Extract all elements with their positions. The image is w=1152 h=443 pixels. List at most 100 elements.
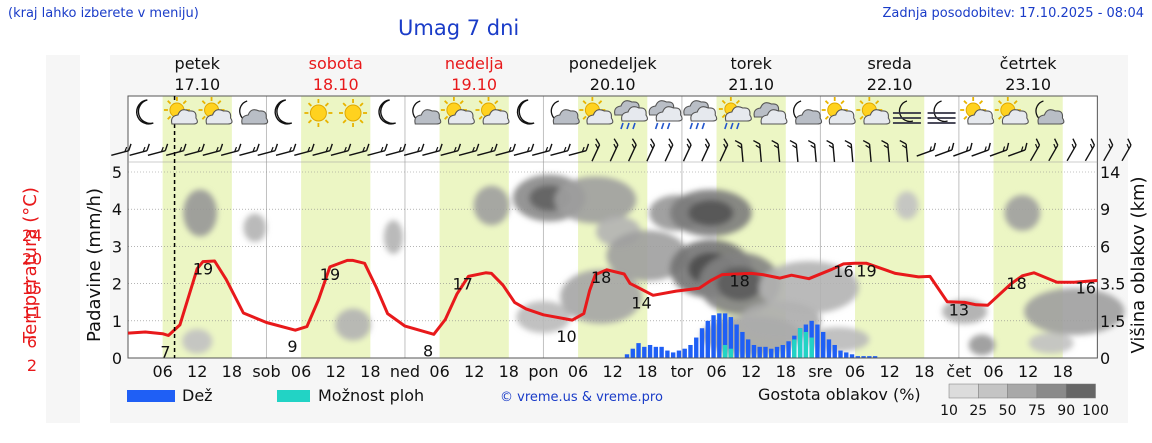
cloud-legend-swatch xyxy=(978,383,1008,399)
moon-icon xyxy=(516,99,535,125)
shower-bar xyxy=(803,331,809,358)
precip-tick: 3 xyxy=(112,237,122,256)
cloud-height-axis-label: Višina oblakov (km) xyxy=(1128,176,1149,353)
sun-cloud-rain-icon xyxy=(718,97,752,130)
rain-bar xyxy=(653,346,659,358)
wind-barb xyxy=(807,139,817,163)
precip-tick: 4 xyxy=(112,200,122,219)
cloud-cover-patch xyxy=(1024,288,1125,335)
cloud-cover-patch xyxy=(1004,195,1041,231)
rain-bar xyxy=(861,356,866,358)
x-tick-label: 06 xyxy=(429,362,449,381)
wind-barb xyxy=(1066,138,1077,162)
sun-icon xyxy=(304,99,333,127)
temperature-label: 19 xyxy=(193,260,213,279)
rain-bar xyxy=(844,352,849,358)
wind-barb xyxy=(664,138,674,162)
day-date: 20.10 xyxy=(590,75,636,94)
temperature-label: 18 xyxy=(591,268,611,287)
wind-barb xyxy=(627,138,637,162)
rain-bar xyxy=(867,356,872,358)
wind-barb xyxy=(312,143,333,157)
cloud-height-tick: 6 xyxy=(1100,237,1110,256)
x-tick-label: 18 xyxy=(360,362,380,381)
x-tick-label: 06 xyxy=(983,362,1003,381)
cloud-cover-patch xyxy=(335,308,371,341)
wind-barb xyxy=(591,138,601,162)
cloud-cover-patch xyxy=(758,261,860,314)
rain-bar xyxy=(630,348,635,358)
rain-bar xyxy=(757,346,762,358)
wind-barb xyxy=(239,143,260,157)
rain-bar xyxy=(821,331,826,358)
shower-bar xyxy=(792,339,797,358)
wind-barb xyxy=(202,143,224,157)
wind-barb xyxy=(753,139,762,163)
day-name: ponedeljek xyxy=(569,54,658,73)
sun-cloud-icon xyxy=(440,97,475,125)
cloud-height-tick: 1.5 xyxy=(1100,312,1125,331)
cloud-legend-level: 90 xyxy=(1057,403,1075,419)
x-tick-label: ned xyxy=(390,362,420,381)
precip-tick: 5 xyxy=(112,163,122,182)
rain-bar xyxy=(717,313,722,358)
rain-bar xyxy=(751,344,757,358)
wind-barb xyxy=(220,143,242,157)
wind-barb xyxy=(899,139,909,163)
wind-barb xyxy=(1121,138,1132,162)
x-tick-label: 06 xyxy=(291,362,311,381)
rain-bar xyxy=(769,348,774,358)
rain-bar xyxy=(849,354,855,358)
x-tick-label: 12 xyxy=(741,362,761,381)
credit-text: © vreme.us & vreme.pro xyxy=(500,390,663,405)
wind-barb xyxy=(989,142,1010,157)
daylight-band xyxy=(439,96,509,358)
rain-bar xyxy=(734,324,739,358)
x-tick-label: 12 xyxy=(187,362,207,381)
day-name: nedelja xyxy=(445,54,504,73)
cloud-legend-swatch xyxy=(1007,383,1038,399)
day-name: petek xyxy=(175,54,221,73)
wind-barb xyxy=(646,138,656,162)
moon-icon xyxy=(378,99,396,125)
sun-icon xyxy=(339,99,368,127)
cloud-height-tick: 0 xyxy=(1100,349,1110,368)
cloud-cover-core xyxy=(688,200,734,226)
rain-bar xyxy=(780,344,785,358)
wind-barb xyxy=(477,143,498,157)
x-tick-label: 06 xyxy=(706,362,726,381)
cloud-legend-title: Gostota oblakov (%) xyxy=(758,385,921,404)
wind-barb xyxy=(568,143,590,157)
wind-barb xyxy=(881,139,891,163)
wind-barb xyxy=(257,143,279,157)
rain-bar xyxy=(745,339,751,358)
wind-barb xyxy=(330,143,352,157)
sun-cloud-icon xyxy=(960,97,995,125)
rain-bar xyxy=(670,352,676,358)
rain-bar xyxy=(838,350,843,358)
wind-barb xyxy=(111,143,132,157)
plot-frame xyxy=(127,95,1098,359)
moon-cloud-icon xyxy=(793,100,823,125)
rain-bar xyxy=(826,339,832,358)
moon-cloud-icon xyxy=(1035,100,1065,125)
wind-barb xyxy=(1084,138,1096,162)
temperature-label: 19 xyxy=(320,265,340,284)
moon-cloud-icon xyxy=(550,100,580,125)
temperature-label: 19 xyxy=(856,261,876,280)
cloud-rain-icon xyxy=(614,100,648,130)
wind-barb xyxy=(682,138,692,162)
wind-barb xyxy=(934,142,955,157)
wind-barb xyxy=(719,138,729,162)
precip-tick: 0 xyxy=(112,349,122,368)
wind-barb xyxy=(513,143,535,157)
rain-bar xyxy=(832,344,837,358)
day-date: 23.10 xyxy=(1005,75,1051,94)
sun-cloud-icon xyxy=(163,97,198,125)
wind-barb xyxy=(1048,138,1059,162)
wind-barbs xyxy=(111,138,1132,163)
sun-cloud-icon xyxy=(856,97,891,125)
location-menu-hint[interactable]: (kraj lahko izberete v meniju) xyxy=(8,6,199,21)
x-tick-label: 12 xyxy=(1018,362,1038,381)
moon-cloud-icon xyxy=(239,100,269,125)
